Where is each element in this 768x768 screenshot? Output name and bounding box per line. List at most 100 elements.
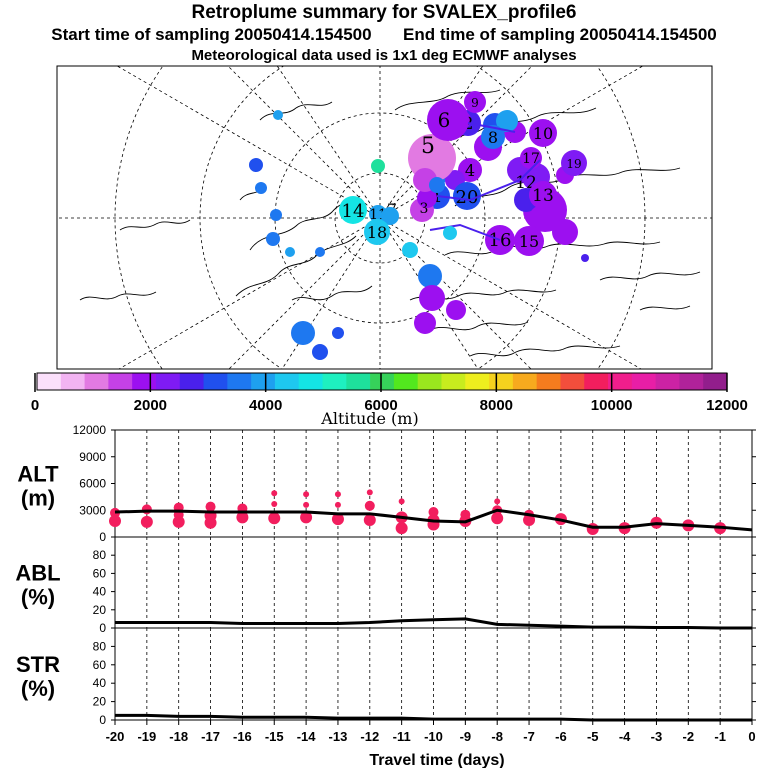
svg-text:9: 9 [471,96,479,110]
retroplume-clusters: 1 2 3 4 5 6 7 8 9 10 11 12 13 14 15 16 1… [249,91,589,360]
panel-alt: 0 3000 6000 9000 12000 ALT(m) [17,423,756,544]
cluster-8: 8 [481,125,505,149]
x-tick-label: -8 [491,729,503,744]
altitude-point [236,511,249,524]
altitude-point [271,490,278,497]
y-tick-label: 60 [93,658,107,672]
colorbar-swatch [298,373,324,390]
panel-title: ABL [15,561,60,586]
colorbar-swatch [679,373,704,390]
x-axis-title: Travel time (days) [369,752,504,768]
x-tick-label: -13 [329,729,348,744]
panel-unit: (m) [21,486,55,511]
colorbar-swatch [631,373,657,390]
y-tick-label: 0 [99,713,106,727]
x-tick-label: -3 [651,729,663,744]
altitude-point [364,500,375,511]
x-tick-label: -9 [460,729,472,744]
altitude-point [491,512,504,525]
x-tick-label: -5 [587,729,599,744]
altitude-point [141,504,152,515]
altitude-point [110,507,120,518]
colorbar-swatch [655,373,680,390]
x-tick-label: -15 [265,729,284,744]
x-tick-label: -12 [360,729,379,744]
svg-text:5: 5 [421,134,435,159]
svg-text:19: 19 [566,157,581,171]
y-tick-label: 9000 [79,450,106,464]
altitude-point [523,514,536,527]
panel-abl: 0 20 40 60 80 ABL(%) [15,536,756,635]
altitude-point [268,512,281,525]
colorbar-swatch [417,373,442,390]
colorbar-swatch [60,373,86,390]
y-tick-label: 6000 [79,477,106,491]
colorbar-swatch [512,373,538,390]
altitude-point [334,501,341,508]
cluster-13: 13 [529,181,557,209]
colorbar-swatch [37,373,62,390]
x-tick-label: 0 [748,729,755,744]
svg-text:20: 20 [456,187,479,208]
polar-map: 1 2 3 4 5 6 7 8 9 10 11 12 13 14 15 16 1… [56,65,713,370]
abl-fraction-line [115,617,752,630]
altitude-point [366,489,373,496]
meteo-info: Meteorological data used is 1x1 deg ECMW… [191,47,577,64]
altitude-point [334,491,341,498]
cluster-19: 19 [249,150,587,320]
y-tick-label: 3000 [79,503,106,517]
x-tick-label: -2 [683,729,695,744]
altitude-point [172,515,185,528]
colorbar-swatch [322,373,347,390]
panel-title: STR [16,652,60,677]
altitude-point [303,491,310,498]
end-time: End time of sampling 20050414.154500 [403,25,717,44]
colorbar-swatch [370,373,395,390]
svg-text:16: 16 [489,230,512,251]
svg-text:17: 17 [522,151,540,167]
y-tick-label: 60 [93,566,107,580]
trajectory-lines [429,122,541,241]
colorbar-tick-label: 12000 [706,397,748,414]
y-tick-label: 80 [93,548,107,562]
colorbar-title: Altitude (m) [320,409,418,428]
cluster-18: 18 [255,182,390,345]
y-tick-label: 40 [93,676,107,690]
altitude-point [300,511,313,524]
colorbar-tick-label: 2000 [134,397,167,414]
colorbar-swatch [703,373,728,390]
cluster-3: 3 [410,188,437,222]
colorbar-swatch [155,373,181,390]
x-tick-label: -6 [555,729,567,744]
altitude-point [494,498,501,505]
altitude-point [140,515,153,528]
colorbar-swatch [465,373,490,390]
y-tick-label: 12000 [73,423,107,437]
panel-title: ALT [17,462,59,487]
str-fraction-line [115,713,752,722]
colorbar-swatch [346,373,371,390]
altitude-point [109,514,121,527]
altitude-colorbar: 0 2000 4000 6000 8000 10000 12000 Altitude (m) [31,372,748,428]
svg-text:13: 13 [532,186,554,206]
colorbar-swatch [108,373,133,390]
svg-text:6: 6 [438,108,451,132]
cluster-20: 20 [266,182,481,360]
colorbar-swatch [441,373,466,390]
svg-text:15: 15 [519,232,539,251]
altitude-point [395,522,408,535]
colorbar-swatch [584,373,609,390]
svg-text:10: 10 [533,124,553,143]
colorbar-swatch [274,373,300,390]
colorbar-swatch [84,373,109,390]
colorbar-tick-label: 8000 [480,397,513,414]
svg-text:14: 14 [342,201,365,222]
colorbar-swatch [560,373,585,390]
altitude-point [271,501,278,508]
x-tick-label: -20 [106,729,125,744]
x-tick-label: -4 [619,729,631,744]
y-tick-label: 20 [93,603,107,617]
x-tick-label: -17 [201,729,220,744]
